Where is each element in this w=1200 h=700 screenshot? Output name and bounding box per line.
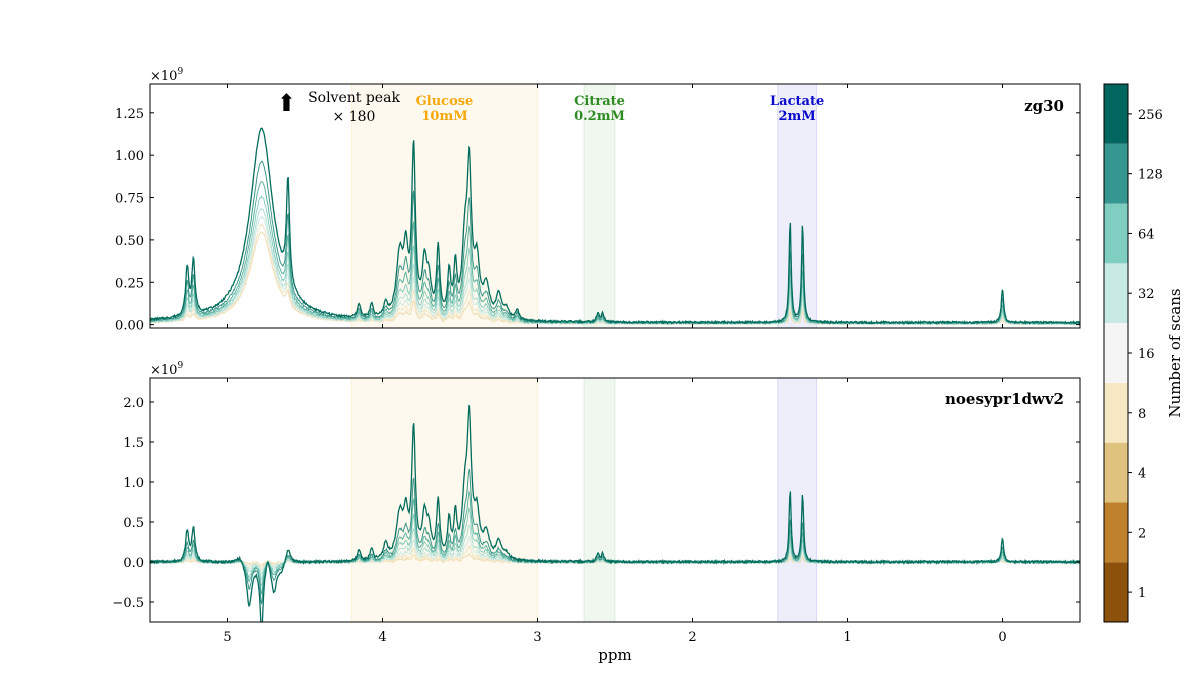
solvent-scale-label: × 180 xyxy=(333,109,376,125)
colorbar-tick-label: 128 xyxy=(1138,168,1163,183)
bottom-panel-title: noesypr1dwv2 xyxy=(945,390,1064,408)
colorbar-tick-label: 1 xyxy=(1138,586,1146,601)
colorbar-cells xyxy=(1104,84,1128,622)
colorbar-cell-256 xyxy=(1104,84,1128,144)
panel-noesypr1dwv2: −0.5 0.0 0.5 1.0 1.5 2.0 5 4 3 2 1 0 ×109 noesypr1… xyxy=(112,361,1080,664)
y-tick-label: 2.0 xyxy=(123,396,144,411)
y-tick-label: 0.75 xyxy=(115,192,144,207)
y-tick-label: 0.00 xyxy=(115,319,144,334)
region-glucose xyxy=(352,378,538,622)
colorbar-cell-2 xyxy=(1104,502,1128,562)
colorbar-label: Number of scans xyxy=(1166,288,1184,417)
colorbar: 1 2 4 8 16 32 64 128 256 Number of scans xyxy=(1104,84,1184,622)
solvent-arrow-icon: ⬆ xyxy=(276,88,296,117)
region-lactate xyxy=(778,378,817,622)
y-tick-label: 1.0 xyxy=(123,476,144,491)
region-label-glucose: Glucose xyxy=(416,94,474,109)
colorbar-cell-16 xyxy=(1104,323,1128,383)
colorbar-tick-label: 32 xyxy=(1138,287,1155,302)
colorbar-cell-64 xyxy=(1104,204,1128,264)
x-tick-label: 4 xyxy=(378,630,386,645)
colorbar-cell-128 xyxy=(1104,144,1128,204)
panel-zg30: 0.00 0.25 0.50 0.75 1.00 1.25 ×109 zg30 Gluco… xyxy=(115,67,1080,334)
region-citrate xyxy=(584,378,615,622)
y-tick-label: 0.25 xyxy=(115,276,144,291)
y-tick-label: 0.0 xyxy=(123,556,144,571)
x-axis-label: ppm xyxy=(598,646,631,664)
colorbar-cell-4 xyxy=(1104,443,1128,503)
region-label-citrate: Citrate xyxy=(574,94,625,109)
y-tick-label: −0.5 xyxy=(112,596,144,611)
bottom-y-exponent: ×109 xyxy=(150,361,183,378)
colorbar-tick-label: 8 xyxy=(1138,407,1146,422)
bottom-regions xyxy=(352,378,817,622)
colorbar-cell-8 xyxy=(1104,383,1128,443)
colorbar-tick-label: 2 xyxy=(1138,526,1146,541)
x-tick-label: 3 xyxy=(533,630,541,645)
region-conc-lactate: 2mM xyxy=(779,109,816,124)
x-tick-label: 2 xyxy=(688,630,696,645)
colorbar-cell-1 xyxy=(1104,562,1128,622)
region-conc-citrate: 0.2mM xyxy=(574,109,625,124)
colorbar-ticks: 1 2 4 8 16 32 64 128 256 xyxy=(1128,108,1163,601)
colorbar-cell-32 xyxy=(1104,263,1128,323)
top-y-exponent: ×109 xyxy=(150,67,183,84)
region-label-lactate: Lactate xyxy=(770,94,824,109)
top-panel-title: zg30 xyxy=(1024,97,1064,115)
colorbar-tick-label: 4 xyxy=(1138,467,1146,482)
x-tick-label: 1 xyxy=(843,630,851,645)
colorbar-tick-label: 64 xyxy=(1138,227,1155,242)
x-tick-label: 0 xyxy=(998,630,1006,645)
y-tick-label: 1.25 xyxy=(115,107,144,122)
colorbar-tick-label: 16 xyxy=(1138,347,1155,362)
x-tick-label: 5 xyxy=(223,630,231,645)
y-tick-label: 1.5 xyxy=(123,436,144,451)
y-tick-label: 0.5 xyxy=(123,516,144,531)
solvent-label: Solvent peak xyxy=(308,90,400,106)
y-tick-label: 0.50 xyxy=(115,234,144,249)
colorbar-tick-label: 256 xyxy=(1138,108,1163,123)
y-tick-label: 1.00 xyxy=(115,149,144,164)
region-conc-glucose: 10mM xyxy=(421,109,467,124)
